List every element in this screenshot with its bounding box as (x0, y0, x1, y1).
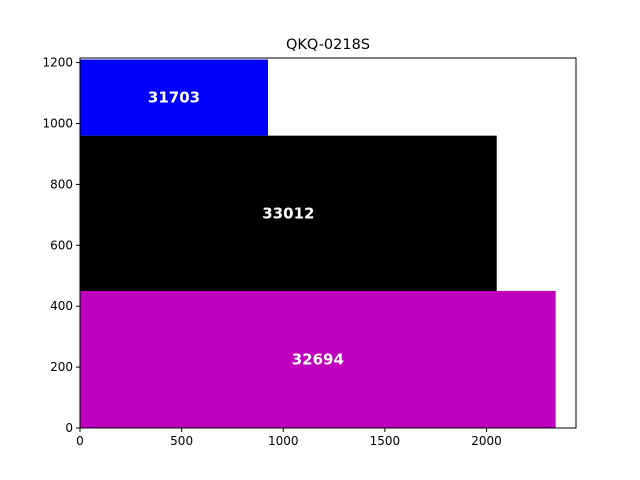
bar-1 (80, 135, 497, 291)
plot-frame (79, 57, 577, 429)
x-tick-label-0: 0 (76, 434, 84, 448)
y-tick-label-1: 200 (50, 360, 73, 374)
y-tick-label-3: 600 (50, 238, 73, 252)
y-axis: 0 200 400 600 800 1000 1200 (42, 56, 80, 435)
y-tick-label-0: 0 (65, 421, 73, 435)
x-axis: 0 500 1000 1500 2000 (76, 428, 502, 448)
chart-title: QKQ-0218S (286, 37, 370, 53)
y-tick-label-4: 800 (50, 177, 73, 191)
bar-labels-layer: 32694 33012 31703 (148, 89, 344, 369)
y-tick-label-5: 1000 (42, 116, 73, 130)
x-tick-label-1: 500 (170, 434, 193, 448)
y-tick-label-6: 1200 (42, 56, 73, 70)
x-tick-label-4: 2000 (471, 434, 502, 448)
bar-0 (80, 290, 556, 428)
bar-label-2: 31703 (148, 89, 200, 107)
bar-label-0: 32694 (292, 350, 344, 368)
x-tick-label-2: 1000 (268, 434, 299, 448)
x-tick-label-3: 1500 (370, 434, 401, 448)
bars-layer (80, 59, 556, 428)
bar-2 (80, 59, 269, 136)
y-tick-label-2: 400 (50, 299, 73, 313)
bar-label-1: 33012 (262, 204, 314, 222)
